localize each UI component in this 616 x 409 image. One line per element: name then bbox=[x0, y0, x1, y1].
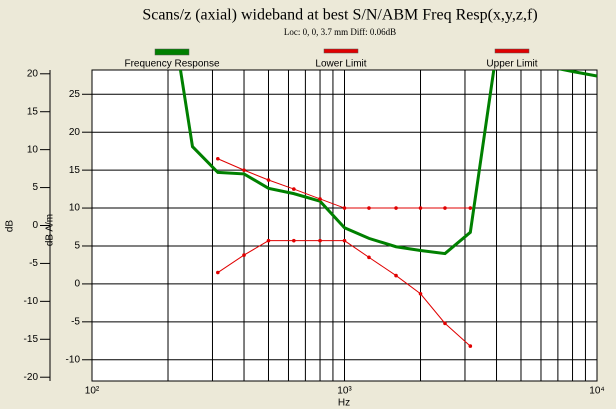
x-axis-label: Hz bbox=[338, 398, 350, 409]
data-point bbox=[292, 187, 296, 191]
y2-tick-label: 25 bbox=[69, 89, 81, 100]
data-point bbox=[242, 253, 246, 257]
data-point bbox=[468, 344, 473, 348]
y-axis-label: dB bbox=[5, 220, 16, 233]
data-point bbox=[318, 238, 322, 243]
y-tick-label: -20 bbox=[24, 372, 39, 383]
legend-label: Lower Limit bbox=[315, 59, 366, 70]
data-point bbox=[443, 206, 447, 210]
data-point bbox=[266, 178, 271, 182]
series-line bbox=[178, 70, 597, 256]
y2-tick-label: -10 bbox=[66, 354, 81, 365]
legend-swatch bbox=[154, 48, 190, 56]
y-tick-label: -5 bbox=[29, 258, 38, 269]
y-tick-label: -15 bbox=[24, 334, 39, 345]
data-point bbox=[418, 291, 423, 296]
data-point bbox=[342, 238, 347, 243]
x-tick-label: 10⁴ bbox=[589, 386, 604, 397]
data-point bbox=[418, 206, 423, 210]
data-point bbox=[216, 156, 220, 161]
chart-subtitle: Loc: 0, 0, 3.7 mm Diff: 0.06dB bbox=[284, 27, 396, 37]
y-tick-label: 15 bbox=[27, 106, 39, 117]
y2-tick-label: 15 bbox=[69, 165, 81, 176]
data-point bbox=[394, 273, 398, 278]
y-tick-label: 0 bbox=[32, 220, 38, 231]
y-tick-label: 5 bbox=[32, 182, 38, 193]
legend-swatch bbox=[323, 48, 359, 54]
y2-tick-label: 0 bbox=[74, 279, 80, 290]
legend-label: Frequency Response bbox=[124, 59, 219, 70]
x-tick-label: 10³ bbox=[337, 386, 352, 397]
x-tick-label: 10² bbox=[85, 386, 100, 397]
chart-title: Scans/z (axial) wideband at best S/N/ABM… bbox=[142, 7, 537, 24]
data-point bbox=[367, 255, 371, 260]
y2-tick-label: 10 bbox=[69, 203, 81, 214]
y2-tick-label: -5 bbox=[71, 316, 80, 327]
data-point bbox=[266, 238, 271, 243]
data-point bbox=[292, 238, 296, 243]
data-point bbox=[443, 321, 447, 326]
legend-label: Upper Limit bbox=[486, 59, 537, 70]
y-tick-label: 20 bbox=[27, 68, 39, 79]
data-point bbox=[394, 206, 398, 210]
legend-swatch bbox=[494, 48, 530, 54]
y2-tick-label: 20 bbox=[69, 127, 81, 138]
data-point bbox=[318, 197, 322, 201]
plot-clip bbox=[178, 70, 597, 348]
data-point bbox=[342, 206, 347, 210]
data-point bbox=[367, 206, 371, 210]
y2-tick-label: 5 bbox=[74, 241, 80, 252]
y-tick-label: -10 bbox=[24, 296, 39, 307]
data-point bbox=[468, 206, 473, 210]
data-point bbox=[216, 270, 220, 275]
data-point bbox=[242, 168, 246, 172]
y-tick-label: 10 bbox=[27, 144, 39, 155]
